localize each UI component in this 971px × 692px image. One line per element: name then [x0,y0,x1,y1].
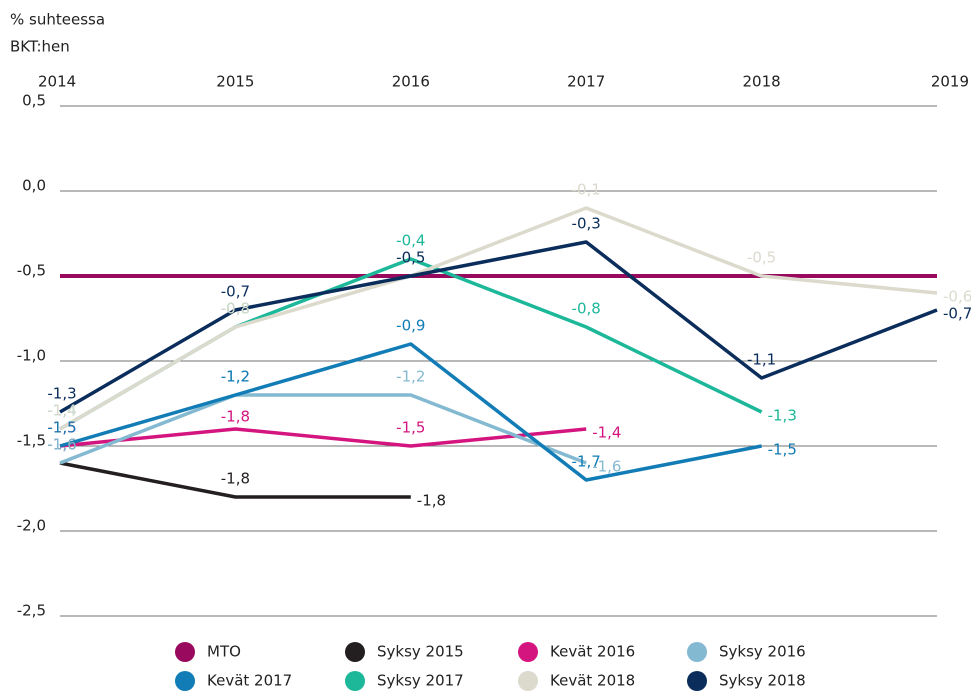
data-label: -0,8 [221,300,250,318]
legend-label: MTO [207,643,241,661]
x-tick-label: 2018 [743,73,781,91]
legend-marker [687,642,707,662]
legend-marker [518,671,538,691]
y-tick-label: -1,5 [17,432,46,450]
data-label: -1,6 [47,436,76,454]
legend-label: Kevät 2017 [207,672,292,690]
data-label: -1,6 [47,436,76,454]
data-label: -0,6 [943,288,971,306]
y-tick-label: -2,5 [17,602,46,620]
legend-label: Syksy 2016 [719,643,806,661]
data-label: -0,9 [396,317,425,335]
x-tick-label: 2014 [38,73,76,91]
legend-label: Syksy 2017 [377,672,464,690]
series-line [59,342,762,482]
data-label: -1,3 [768,407,797,425]
data-label: -1,2 [396,368,425,386]
legend-label: Syksy 2015 [377,643,464,661]
data-label: -1,6 [592,458,621,476]
data-label: -1,5 [768,441,797,459]
data-label: -1,7 [572,453,601,471]
data-label: -1,5 [47,419,76,437]
data-label: -1,1 [747,351,776,369]
annotation: -1,8 [221,408,250,426]
y-tick-label: 0,5 [22,92,46,110]
x-tick-label: 2016 [392,73,430,91]
y-tick-label: 0,0 [22,177,46,195]
series-line [59,461,411,499]
data-label: -1,8 [417,492,446,510]
legend-marker [175,642,195,662]
legend-label: Kevät 2016 [550,643,635,661]
legend-marker [345,671,365,691]
data-label: -0,7 [943,305,971,323]
y-tick-label: -0,5 [17,262,46,280]
legend-marker [518,642,538,662]
data-label: -1,3 [47,385,76,403]
legend-label: Kevät 2018 [550,672,635,690]
data-label: -1,4 [47,402,76,420]
y-tick-label: -1,0 [17,347,46,365]
legend-label: Syksy 2018 [719,672,806,690]
legend-marker [175,671,195,691]
data-label: -1,4 [592,424,621,442]
legend-marker [687,671,707,691]
data-label: -1,4 [47,402,76,420]
x-tick-label: 2017 [567,73,605,91]
y-tick-label: -2,0 [17,517,46,535]
data-label: -0,7 [221,283,250,301]
data-label: -1,2 [221,368,250,386]
data-label: -0,5 [396,249,425,267]
data-label: -0,5 [396,249,425,267]
series-line [59,206,938,431]
legend-marker [345,642,365,662]
data-label: -0,3 [572,215,601,233]
y-axis-label: % suhteessa [10,11,105,29]
y-axis-label: BKT:hen [10,38,70,56]
data-label: -1,5 [47,419,76,437]
series-line [59,427,587,448]
data-label: -1,2 [221,368,250,386]
data-label: -1,8 [221,470,250,488]
series-line [59,393,587,465]
data-label: -0,5 [747,249,776,267]
data-label: -0,1 [572,181,601,199]
series-line [59,240,938,414]
data-label: -0,8 [572,300,601,318]
data-label: -0,4 [396,232,425,250]
x-tick-label: 2019 [931,73,969,91]
x-tick-label: 2015 [216,73,254,91]
data-label: -0,8 [221,300,250,318]
data-label: -1,5 [396,419,425,437]
